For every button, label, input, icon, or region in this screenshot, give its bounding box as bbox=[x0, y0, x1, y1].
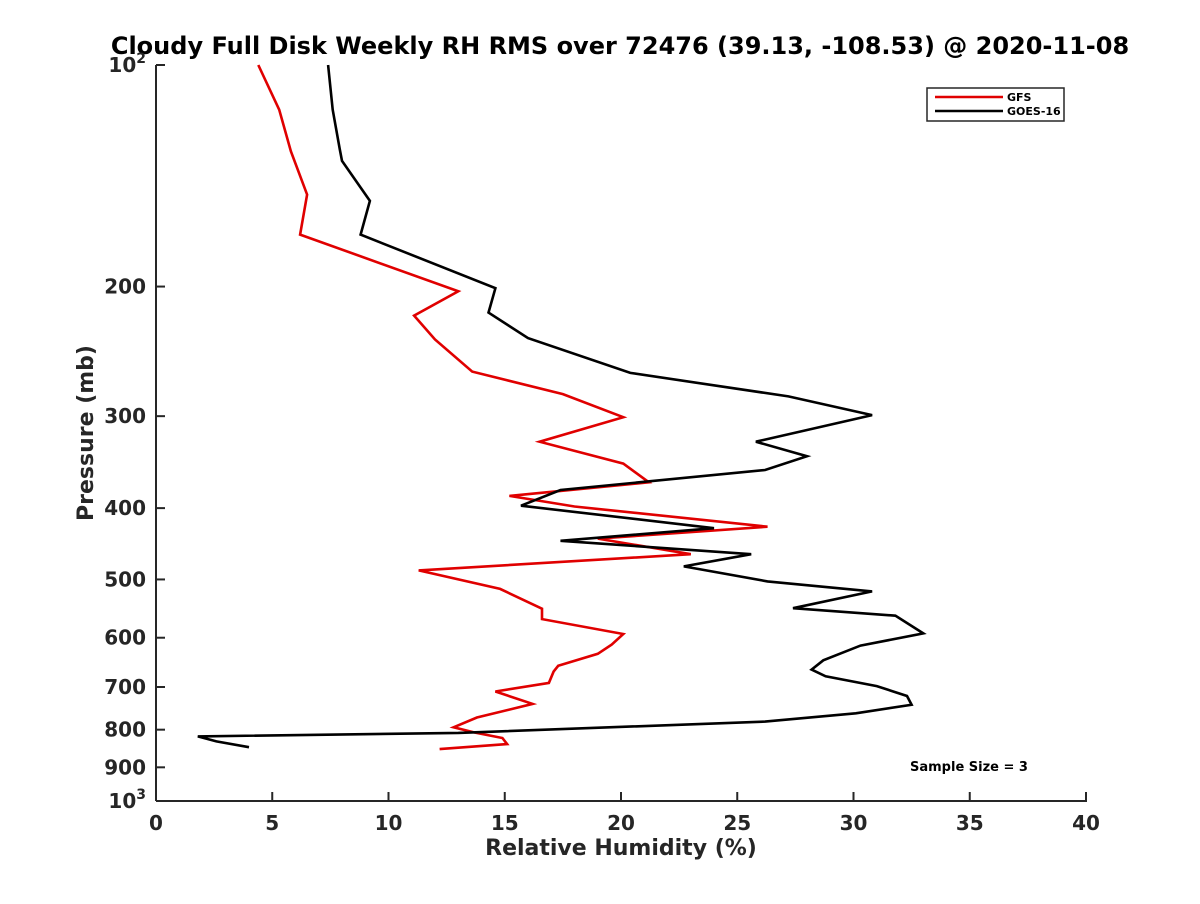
legend-label-goes-16: GOES-16 bbox=[1007, 105, 1061, 118]
x-tick-label: 40 bbox=[1072, 811, 1100, 835]
legend-label-gfs: GFS bbox=[1007, 91, 1032, 104]
x-tick-label: 10 bbox=[375, 811, 403, 835]
y-tick-label: 400 bbox=[104, 496, 146, 520]
y-tick-label: 600 bbox=[104, 626, 146, 650]
y-tick-label: 900 bbox=[104, 755, 146, 779]
x-tick-label: 25 bbox=[723, 811, 751, 835]
series-layer bbox=[197, 64, 927, 751]
legend: GFS GOES-16 bbox=[926, 87, 1065, 122]
x-tick-label: 30 bbox=[840, 811, 868, 835]
y-tick-label: 200 bbox=[104, 275, 146, 299]
y-tick-label: 102 bbox=[108, 51, 146, 77]
x-tick-label: 15 bbox=[491, 811, 519, 835]
legend-box bbox=[926, 87, 1065, 122]
axes-layer bbox=[155, 65, 1087, 802]
chart-title: Cloudy Full Disk Weekly RH RMS over 7247… bbox=[111, 32, 1129, 60]
sample-size-annotation: Sample Size = 3 bbox=[910, 760, 1028, 775]
x-tick-label: 35 bbox=[956, 811, 984, 835]
x-tick-label: 5 bbox=[265, 811, 279, 835]
y-tick-label: 500 bbox=[104, 567, 146, 591]
series-line-gfs bbox=[257, 64, 768, 751]
series-line-goes-16 bbox=[197, 64, 927, 749]
x-axis-label: Relative Humidity (%) bbox=[485, 836, 757, 861]
x-tick-label: 0 bbox=[149, 811, 163, 835]
y-tick-label: 103 bbox=[108, 787, 146, 813]
y-axis-label: Pressure (mb) bbox=[74, 345, 99, 521]
y-tick-label: 800 bbox=[104, 718, 146, 742]
x-tick-label: 20 bbox=[607, 811, 635, 835]
y-tick-label: 300 bbox=[104, 404, 146, 428]
x-ticks: 0 5 10 15 20 25 30 35 40 bbox=[149, 792, 1100, 835]
y-tick-label: 700 bbox=[104, 675, 146, 699]
y-ticks: 102 200 300 400 500 600 700 800 900 103 bbox=[104, 51, 165, 813]
